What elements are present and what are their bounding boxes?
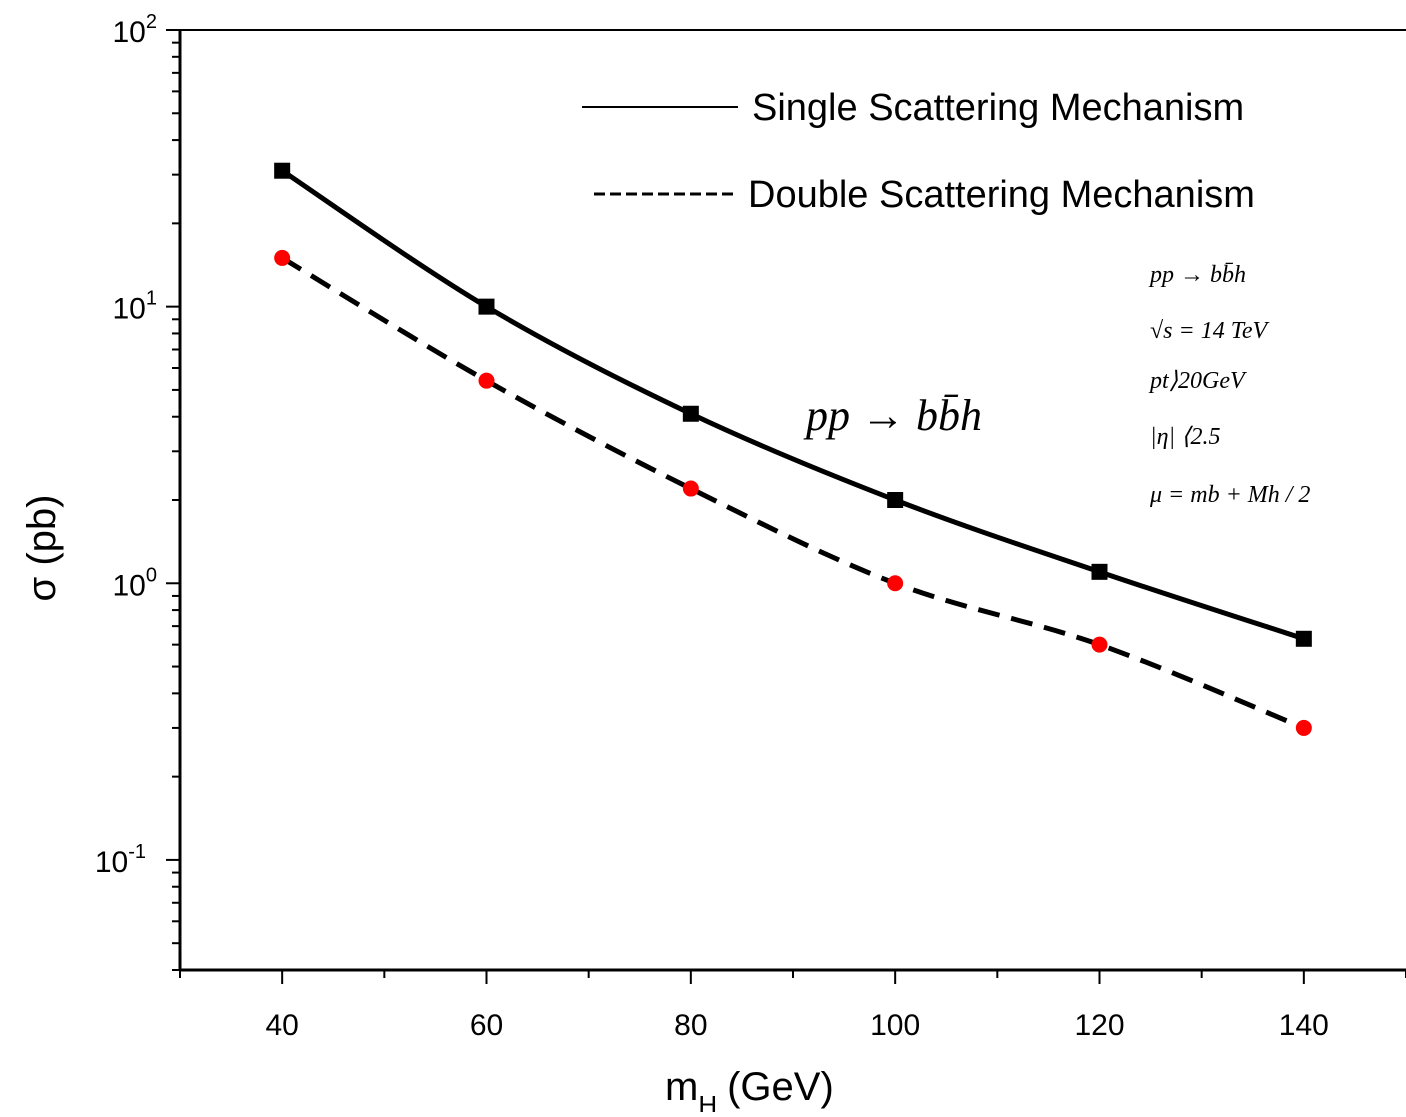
y-axis-label: σ (pb) — [20, 495, 64, 602]
y-tick-label-base: 10 — [113, 293, 146, 326]
x-axis-label-sub: H — [698, 1090, 717, 1112]
legend: Single Scattering Mechanism Double Scatt… — [582, 87, 1255, 216]
x-axis-label: mH (GeV) — [665, 1065, 834, 1112]
series-layer — [274, 162, 1312, 736]
x-tick-label: 140 — [1279, 1009, 1329, 1042]
y-tick-label-exponent: 1 — [146, 288, 157, 310]
y-tick-label-exponent: -1 — [128, 841, 146, 863]
double-scattering-point — [887, 575, 904, 592]
double-scattering-point — [1295, 719, 1312, 736]
process-annotation: pp → bb̄h — [803, 391, 982, 440]
x-tick-label: 40 — [265, 1009, 298, 1042]
legend-label-double: Double Scattering Mechanism — [748, 174, 1255, 216]
info-line-scale: μ = mb + Mh / 2 — [1149, 482, 1310, 508]
x-axis-label-main: m — [665, 1065, 698, 1109]
y-tick-label-base: 10 — [113, 569, 146, 602]
single-scattering-point — [274, 162, 291, 179]
y-tick-label-exponent: 2 — [146, 11, 157, 33]
single-scattering-point — [1091, 563, 1108, 580]
info-line-energy: √s = 14 TeV — [1150, 318, 1270, 344]
info-line-pt: pt⟩20GeV — [1148, 368, 1247, 394]
x-tick-label: 80 — [674, 1009, 707, 1042]
single-scattering-point — [682, 405, 699, 422]
y-tick-label: 102 — [113, 11, 158, 49]
info-block: pp → bb̄h √s = 14 TeV pt⟩20GeV |η| ⟨2.5 … — [1148, 262, 1310, 508]
x-tick-label: 60 — [470, 1009, 503, 1042]
double-scattering-point — [478, 372, 495, 389]
x-tick-label: 120 — [1074, 1009, 1124, 1042]
single-scattering-point — [478, 298, 495, 315]
x-tick-label: 100 — [870, 1009, 920, 1042]
y-tick-label-base: 10 — [113, 16, 146, 49]
double-scattering-point — [274, 249, 291, 266]
y-tick-label: 101 — [113, 288, 158, 326]
double-scattering-line — [280, 255, 1305, 731]
info-line-process: pp → bb̄h — [1148, 262, 1246, 288]
single-scattering-line — [280, 168, 1305, 642]
legend-label-single: Single Scattering Mechanism — [752, 87, 1244, 129]
single-scattering-point — [887, 492, 904, 508]
info-line-eta: |η| ⟨2.5 — [1150, 424, 1220, 450]
x-axis-label-unit: (GeV) — [727, 1065, 834, 1109]
double-scattering-point — [682, 480, 699, 497]
y-tick-label: 10-1 — [95, 841, 146, 879]
y-tick-label-base: 10 — [95, 846, 128, 879]
single-scattering-point — [1295, 630, 1312, 647]
y-tick-label: 100 — [113, 564, 158, 602]
y-tick-label-exponent: 0 — [146, 564, 157, 586]
double-scattering-point — [1091, 636, 1108, 653]
